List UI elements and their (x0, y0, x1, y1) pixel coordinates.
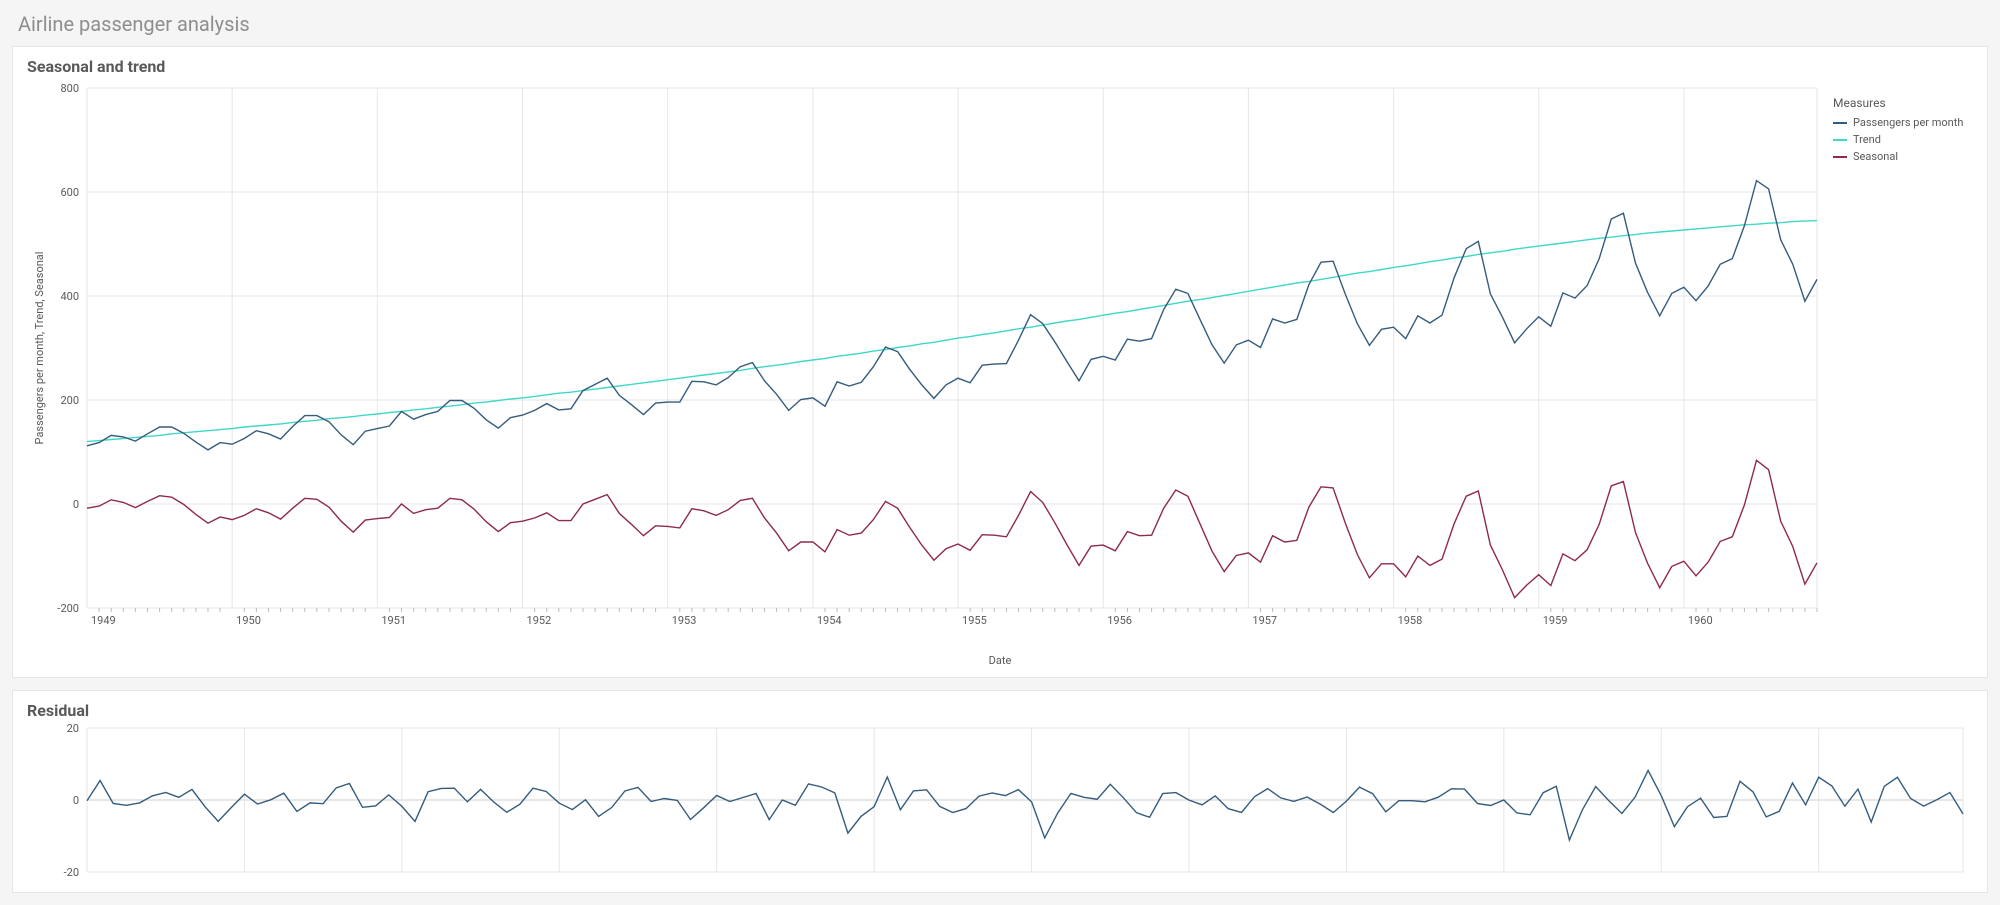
legend-label: Trend (1853, 133, 1881, 146)
page-title: Airline passenger analysis (0, 0, 2000, 46)
svg-text:1956: 1956 (1107, 614, 1132, 627)
svg-text:0: 0 (73, 794, 79, 807)
svg-text:200: 200 (60, 394, 79, 407)
chart-top-svg: -200 0 200 400 600 800 1949 1950 1951 1952 1953 195… (27, 78, 1977, 648)
svg-text:1950: 1950 (236, 614, 261, 627)
svg-text:1954: 1954 (817, 614, 842, 627)
svg-text:1960: 1960 (1688, 614, 1713, 627)
panel-title-bottom: Residual (27, 701, 1973, 720)
svg-text:0: 0 (73, 498, 79, 511)
panel-residual: Residual -20 0 20 (12, 690, 1988, 893)
svg-text:400: 400 (60, 290, 79, 303)
svg-text:1958: 1958 (1398, 614, 1423, 627)
svg-text:600: 600 (60, 186, 79, 199)
chart-top-wrap: -200 0 200 400 600 800 1949 1950 1951 1952 1953 195… (27, 78, 1973, 667)
legend-swatch (1833, 156, 1847, 158)
svg-text:1955: 1955 (962, 614, 987, 627)
x-axis-label: Date (27, 654, 1973, 667)
svg-text:-20: -20 (64, 866, 79, 879)
legend: Measures Passengers per month Trend Seas… (1833, 96, 1973, 167)
svg-text:1952: 1952 (527, 614, 552, 627)
svg-text:20: 20 (67, 722, 79, 735)
legend-item-trend: Trend (1833, 133, 1973, 146)
svg-text:-200: -200 (57, 602, 79, 615)
panel-title-top: Seasonal and trend (27, 57, 1973, 76)
legend-label: Passengers per month (1853, 116, 1963, 129)
svg-text:1959: 1959 (1543, 614, 1568, 627)
legend-swatch (1833, 139, 1847, 141)
legend-item-seasonal: Seasonal (1833, 150, 1973, 163)
svg-text:Passengers per month, Trend, S: Passengers per month, Trend, Seasonal (33, 252, 46, 445)
legend-label: Seasonal (1853, 150, 1898, 163)
svg-text:800: 800 (60, 82, 79, 95)
legend-swatch (1833, 122, 1847, 124)
legend-item-passengers: Passengers per month (1833, 116, 1973, 129)
svg-text:1951: 1951 (381, 614, 406, 627)
legend-title: Measures (1833, 96, 1973, 110)
panel-seasonal-trend: Seasonal and trend -200 0 200 400 600 800 1949… (12, 46, 1988, 678)
svg-text:1957: 1957 (1252, 614, 1277, 627)
chart-bottom-svg: -20 0 20 (27, 722, 1977, 882)
svg-text:1953: 1953 (672, 614, 697, 627)
svg-text:1949: 1949 (91, 614, 116, 627)
